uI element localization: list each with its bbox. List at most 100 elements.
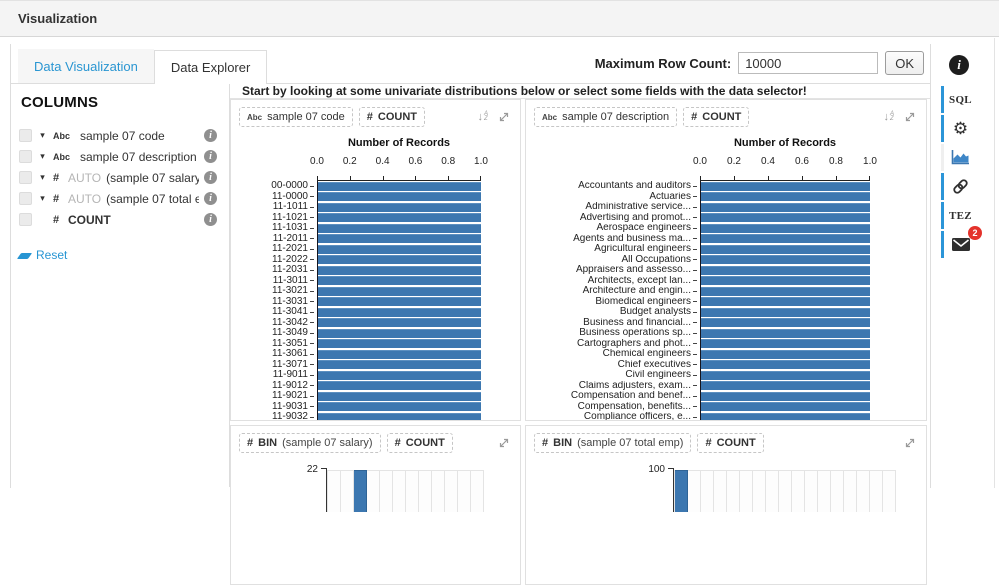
- field-pill[interactable]: Abc sample 07 code: [239, 107, 353, 127]
- chart-button[interactable]: [941, 144, 977, 171]
- category-label: Architects, except lan...: [587, 275, 691, 286]
- bar[interactable]: [317, 328, 481, 338]
- bar[interactable]: [700, 318, 870, 328]
- bar[interactable]: [700, 223, 870, 233]
- column-name: (sample 07 salary): [106, 170, 199, 185]
- field-pill[interactable]: # COUNT: [683, 107, 750, 127]
- bar[interactable]: [317, 181, 481, 191]
- bar[interactable]: [700, 402, 870, 412]
- sql-button[interactable]: SQL: [941, 86, 977, 113]
- expand-icon[interactable]: [498, 111, 510, 123]
- info-icon[interactable]: i: [204, 171, 217, 184]
- column-checkbox[interactable]: [19, 192, 32, 205]
- max-row-count-input[interactable]: [738, 52, 879, 74]
- ok-button[interactable]: OK: [885, 51, 924, 75]
- bar-row: 11-3021: [231, 286, 520, 297]
- bar[interactable]: [317, 370, 481, 380]
- bar[interactable]: [700, 381, 870, 391]
- column-row[interactable]: ▾ Abc sample 07 description i: [19, 146, 217, 167]
- bar[interactable]: [317, 402, 481, 412]
- bar[interactable]: [700, 202, 870, 212]
- bar[interactable]: [700, 192, 870, 202]
- tez-button[interactable]: TEZ: [941, 202, 977, 229]
- bar[interactable]: [700, 412, 870, 420]
- bar[interactable]: [317, 213, 481, 223]
- expand-icon[interactable]: [904, 437, 916, 449]
- info-icon[interactable]: i: [204, 129, 217, 142]
- bar[interactable]: [317, 255, 481, 265]
- bar[interactable]: [317, 349, 481, 359]
- bar[interactable]: [700, 244, 870, 254]
- bar-track: [700, 265, 870, 275]
- column-checkbox[interactable]: [19, 171, 32, 184]
- bar[interactable]: [700, 391, 870, 401]
- field-pill[interactable]: # COUNT: [358, 107, 426, 127]
- info-button[interactable]: i: [941, 50, 977, 80]
- column-checkbox[interactable]: [19, 213, 32, 226]
- column-row[interactable]: ▾ Abc sample 07 code i: [19, 125, 217, 146]
- bar[interactable]: [700, 297, 870, 307]
- sort-icon[interactable]: ↓ A Z: [477, 111, 488, 123]
- field-pill[interactable]: # COUNT: [386, 433, 453, 453]
- tab-data-visualization[interactable]: Data Visualization: [18, 49, 154, 83]
- bar[interactable]: [317, 286, 481, 296]
- bar[interactable]: [700, 255, 870, 265]
- bar[interactable]: [700, 349, 870, 359]
- expand-icon[interactable]: [498, 437, 510, 449]
- bar[interactable]: [700, 213, 870, 223]
- chevron-down-icon[interactable]: ▾: [40, 151, 45, 161]
- column-checkbox[interactable]: [19, 129, 32, 142]
- column-row[interactable]: # COUNT i: [19, 209, 217, 230]
- field-pill[interactable]: # COUNT: [697, 433, 764, 453]
- bar[interactable]: [700, 181, 870, 191]
- bar[interactable]: [317, 339, 481, 349]
- field-pill[interactable]: # BIN (sample 07 salary): [239, 433, 381, 453]
- bar[interactable]: [317, 307, 481, 317]
- column-row[interactable]: ▾ # AUTO (sample 07 salary) i: [19, 167, 217, 188]
- chevron-down-icon[interactable]: ▾: [40, 130, 45, 140]
- bar[interactable]: [317, 391, 481, 401]
- chevron-down-icon[interactable]: ▾: [40, 172, 45, 182]
- category-tick: [693, 290, 697, 292]
- bar[interactable]: [700, 276, 870, 286]
- bar-row: 11-3031: [231, 297, 520, 308]
- bin-cell: [870, 470, 883, 512]
- bar[interactable]: [317, 381, 481, 391]
- bar[interactable]: [317, 276, 481, 286]
- bar[interactable]: [317, 223, 481, 233]
- sort-icon[interactable]: ↓ A Z: [883, 111, 894, 123]
- link-button[interactable]: [941, 173, 977, 200]
- bar[interactable]: [700, 360, 870, 370]
- bar[interactable]: [317, 318, 481, 328]
- bar[interactable]: [317, 412, 481, 420]
- bar[interactable]: [317, 244, 481, 254]
- bar[interactable]: [700, 328, 870, 338]
- info-icon[interactable]: i: [204, 192, 217, 205]
- column-row[interactable]: ▾ # AUTO (sample 07 total emp) i: [19, 188, 217, 209]
- bar[interactable]: [700, 370, 870, 380]
- expand-icon[interactable]: [904, 111, 916, 123]
- scrollbar-track[interactable]: [994, 38, 995, 488]
- bar[interactable]: [700, 265, 870, 275]
- bar[interactable]: [700, 339, 870, 349]
- info-icon[interactable]: i: [204, 213, 217, 226]
- bar[interactable]: [700, 234, 870, 244]
- settings-button[interactable]: ⚙: [941, 115, 977, 142]
- reset-button[interactable]: Reset: [16, 248, 217, 262]
- field-pill[interactable]: Abc sample 07 description: [534, 107, 678, 127]
- info-icon[interactable]: i: [204, 150, 217, 163]
- column-checkbox[interactable]: [19, 150, 32, 163]
- chevron-down-icon[interactable]: ▾: [40, 193, 45, 203]
- field-pill[interactable]: # BIN (sample 07 total emp): [534, 433, 692, 453]
- bar[interactable]: [317, 297, 481, 307]
- bar[interactable]: [700, 286, 870, 296]
- bar-track: [700, 202, 870, 212]
- bar[interactable]: [700, 307, 870, 317]
- bar[interactable]: [317, 202, 481, 212]
- bar[interactable]: [317, 360, 481, 370]
- bar[interactable]: [317, 265, 481, 275]
- bar[interactable]: [317, 234, 481, 244]
- mail-button[interactable]: 2: [941, 226, 982, 258]
- tab-data-explorer[interactable]: Data Explorer: [153, 50, 268, 84]
- bar[interactable]: [317, 192, 481, 202]
